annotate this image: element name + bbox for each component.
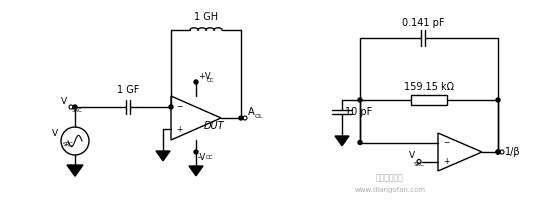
Circle shape bbox=[73, 105, 77, 109]
Text: A: A bbox=[248, 107, 255, 117]
Text: SRC: SRC bbox=[414, 163, 425, 167]
Circle shape bbox=[358, 98, 362, 102]
Text: V: V bbox=[409, 151, 415, 160]
Text: www.diangofan.com: www.diangofan.com bbox=[355, 187, 426, 193]
Text: SRC: SRC bbox=[72, 108, 82, 113]
Text: 10 pF: 10 pF bbox=[345, 107, 372, 117]
Circle shape bbox=[496, 150, 500, 154]
Polygon shape bbox=[189, 166, 203, 176]
Text: -V: -V bbox=[198, 153, 206, 162]
Text: OL: OL bbox=[255, 114, 263, 119]
Text: 理想的放大器: 理想的放大器 bbox=[376, 173, 404, 183]
Text: DUT: DUT bbox=[204, 121, 224, 131]
Polygon shape bbox=[67, 165, 83, 176]
Text: +V: +V bbox=[198, 72, 211, 81]
Circle shape bbox=[194, 150, 198, 154]
Text: 159.15 kΩ: 159.15 kΩ bbox=[404, 82, 454, 92]
Circle shape bbox=[496, 150, 500, 154]
Text: CC: CC bbox=[206, 155, 213, 160]
Text: 1 GH: 1 GH bbox=[194, 12, 218, 22]
Text: −: − bbox=[176, 103, 183, 111]
Text: 1 GF: 1 GF bbox=[117, 85, 139, 95]
Circle shape bbox=[194, 80, 198, 84]
Text: V: V bbox=[52, 129, 58, 138]
Text: −: − bbox=[443, 138, 449, 147]
Text: +: + bbox=[176, 124, 183, 133]
Text: SRC: SRC bbox=[63, 142, 74, 147]
Text: CC: CC bbox=[207, 78, 215, 83]
Circle shape bbox=[169, 105, 173, 109]
Text: 1/β: 1/β bbox=[505, 147, 521, 157]
Circle shape bbox=[239, 116, 243, 120]
Circle shape bbox=[496, 98, 500, 102]
Polygon shape bbox=[156, 151, 170, 161]
Text: V: V bbox=[61, 97, 67, 106]
Polygon shape bbox=[335, 136, 349, 146]
Bar bbox=[411, 95, 447, 105]
Text: 0.141 pF: 0.141 pF bbox=[402, 18, 444, 28]
Text: +: + bbox=[443, 157, 449, 166]
Circle shape bbox=[358, 140, 362, 144]
